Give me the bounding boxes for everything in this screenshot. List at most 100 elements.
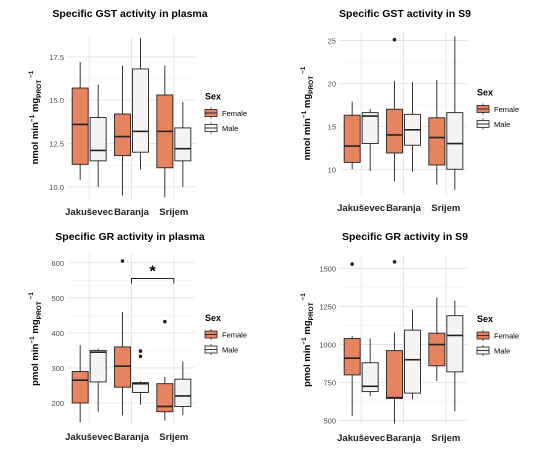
outlier-point — [120, 259, 125, 263]
x-tick-label: Baranja — [386, 203, 422, 214]
x-tick-label: Srijem — [431, 433, 460, 444]
y-tick-label: 750 — [323, 379, 336, 388]
box-male-srijem — [174, 101, 192, 187]
box-female-baranja — [114, 259, 131, 416]
y-label-mid: mg — [302, 94, 313, 111]
x-tick-label: Srijem — [159, 207, 188, 218]
box-iqr — [114, 113, 131, 157]
box-female-jakusevec — [71, 345, 89, 423]
y-tick-label: 25 — [328, 37, 336, 46]
y-tick-label: 1000 — [319, 341, 336, 350]
y-label-mid: mg — [30, 98, 41, 115]
box-female-jakusevec — [71, 62, 89, 180]
box-male-baranja — [404, 309, 421, 400]
legend-title: Sex — [205, 92, 221, 102]
box-iqr — [174, 127, 192, 162]
bracket-line — [131, 278, 175, 284]
y-tick-label: 10 — [328, 165, 336, 174]
y-label-sup: −1 — [29, 114, 36, 122]
x-tick-label: Srijem — [159, 432, 188, 443]
legend-title: Sex — [477, 88, 493, 98]
box-iqr — [386, 350, 403, 399]
y-label-sup: −1 — [28, 70, 35, 80]
legend-label-male: Male — [222, 124, 238, 133]
x-tick-label: Baranja — [386, 433, 422, 444]
box-iqr — [446, 112, 464, 170]
y-tick-label: 17.5 — [49, 53, 64, 62]
y-label-sup: −1 — [29, 336, 36, 344]
x-tick-label: Jakuševec — [65, 432, 113, 443]
box-iqr — [361, 362, 379, 393]
outlier-point — [163, 319, 167, 324]
x-tick-label: Srijem — [431, 203, 460, 214]
y-label-sup: −1 — [28, 292, 35, 302]
y-label-sub: PROT — [36, 301, 43, 319]
y-label-sup: −1 — [300, 293, 307, 303]
y-tick-label: 20 — [328, 79, 336, 88]
chart-title: Specific GST activity in plasma — [52, 8, 207, 20]
y-label-sub: PROT — [308, 302, 315, 320]
y-tick-label: 200 — [51, 399, 64, 408]
legend-label-male: Male — [494, 120, 510, 129]
y-label-mid: mg — [30, 319, 41, 336]
box-male-jakusevec — [361, 338, 379, 397]
box-female-baranja — [114, 65, 131, 196]
y-label-sub: PROT — [36, 80, 43, 98]
y-axis-label: nmol min−1 mgPROT −1 — [28, 70, 43, 164]
y-label-sub: PROT — [308, 76, 315, 94]
outlier-point — [138, 354, 143, 359]
panel-specific-gr-activity-in-plasma: 200 300 400 500 600 Jakuševec Baranja Srijem Spe… — [28, 231, 247, 443]
y-label-sup: −1 — [301, 110, 308, 118]
outlier-point — [392, 37, 397, 42]
box-iqr — [343, 338, 361, 376]
y-tick-label: 1500 — [319, 265, 336, 274]
box-iqr — [361, 112, 379, 144]
box-iqr — [132, 382, 149, 393]
box-male-jakusevec — [361, 109, 379, 171]
box-iqr — [404, 329, 421, 394]
x-tick-label: Baranja — [114, 432, 150, 443]
chart-title: Specific GR activity in plasma — [55, 231, 205, 243]
box-female-jakusevec — [343, 101, 361, 170]
box-iqr — [89, 117, 107, 162]
chart-title: Specific GST activity in S9 — [339, 8, 471, 20]
box-iqr — [428, 117, 446, 166]
x-tick-label: Jakuševec — [65, 207, 113, 218]
box-male-srijem — [446, 300, 464, 412]
box-female-baranja — [386, 37, 403, 182]
y-tick-label: 1250 — [319, 303, 336, 312]
y-label-sup: −1 — [300, 66, 307, 76]
y-axis-label: pmol min−1 mgPROT −1 — [300, 293, 315, 387]
y-tick-label: 600 — [51, 259, 64, 268]
chart-title: Specific GR activity in S9 — [342, 231, 468, 243]
outlier-point — [138, 349, 143, 353]
box-male-srijem — [446, 36, 464, 190]
box-male-jakusevec — [89, 84, 107, 187]
legend-label-male: Male — [222, 346, 238, 355]
panel-specific-gst-activity-in-plasma: 10.0 12.5 15.0 17.5 Jakuševec Baranja Srijem Sp… — [28, 8, 247, 218]
y-tick-label: 300 — [51, 364, 64, 373]
box-male-jakusevec — [89, 348, 107, 412]
box-female-srijem — [428, 297, 446, 381]
y-axis-label: nmol min−1 mgPROT −1 — [300, 66, 315, 160]
significance-label: * — [150, 264, 157, 281]
legend-label-female: Female — [222, 109, 247, 118]
box-male-baranja — [404, 81, 421, 172]
panel-specific-gr-activity-in-s9: 500 750 1000 1250 1500 Jakuševec Baranja Srijem… — [300, 231, 519, 444]
y-tick-label: 400 — [51, 329, 64, 338]
legend-label-female: Female — [222, 331, 247, 340]
y-tick-label: 12.5 — [49, 140, 64, 149]
y-label-base: pmol min — [30, 343, 41, 385]
panel-specific-gst-activity-in-s9: 10 15 20 25 Jakuševec Baranja Srijem Specific G… — [300, 8, 519, 214]
y-label-base: pmol min — [302, 344, 313, 386]
y-label-base: nmol min — [302, 118, 313, 160]
y-tick-label: 500 — [323, 416, 336, 425]
x-tick-label: Jakuševec — [337, 433, 385, 444]
box-iqr — [89, 349, 107, 383]
